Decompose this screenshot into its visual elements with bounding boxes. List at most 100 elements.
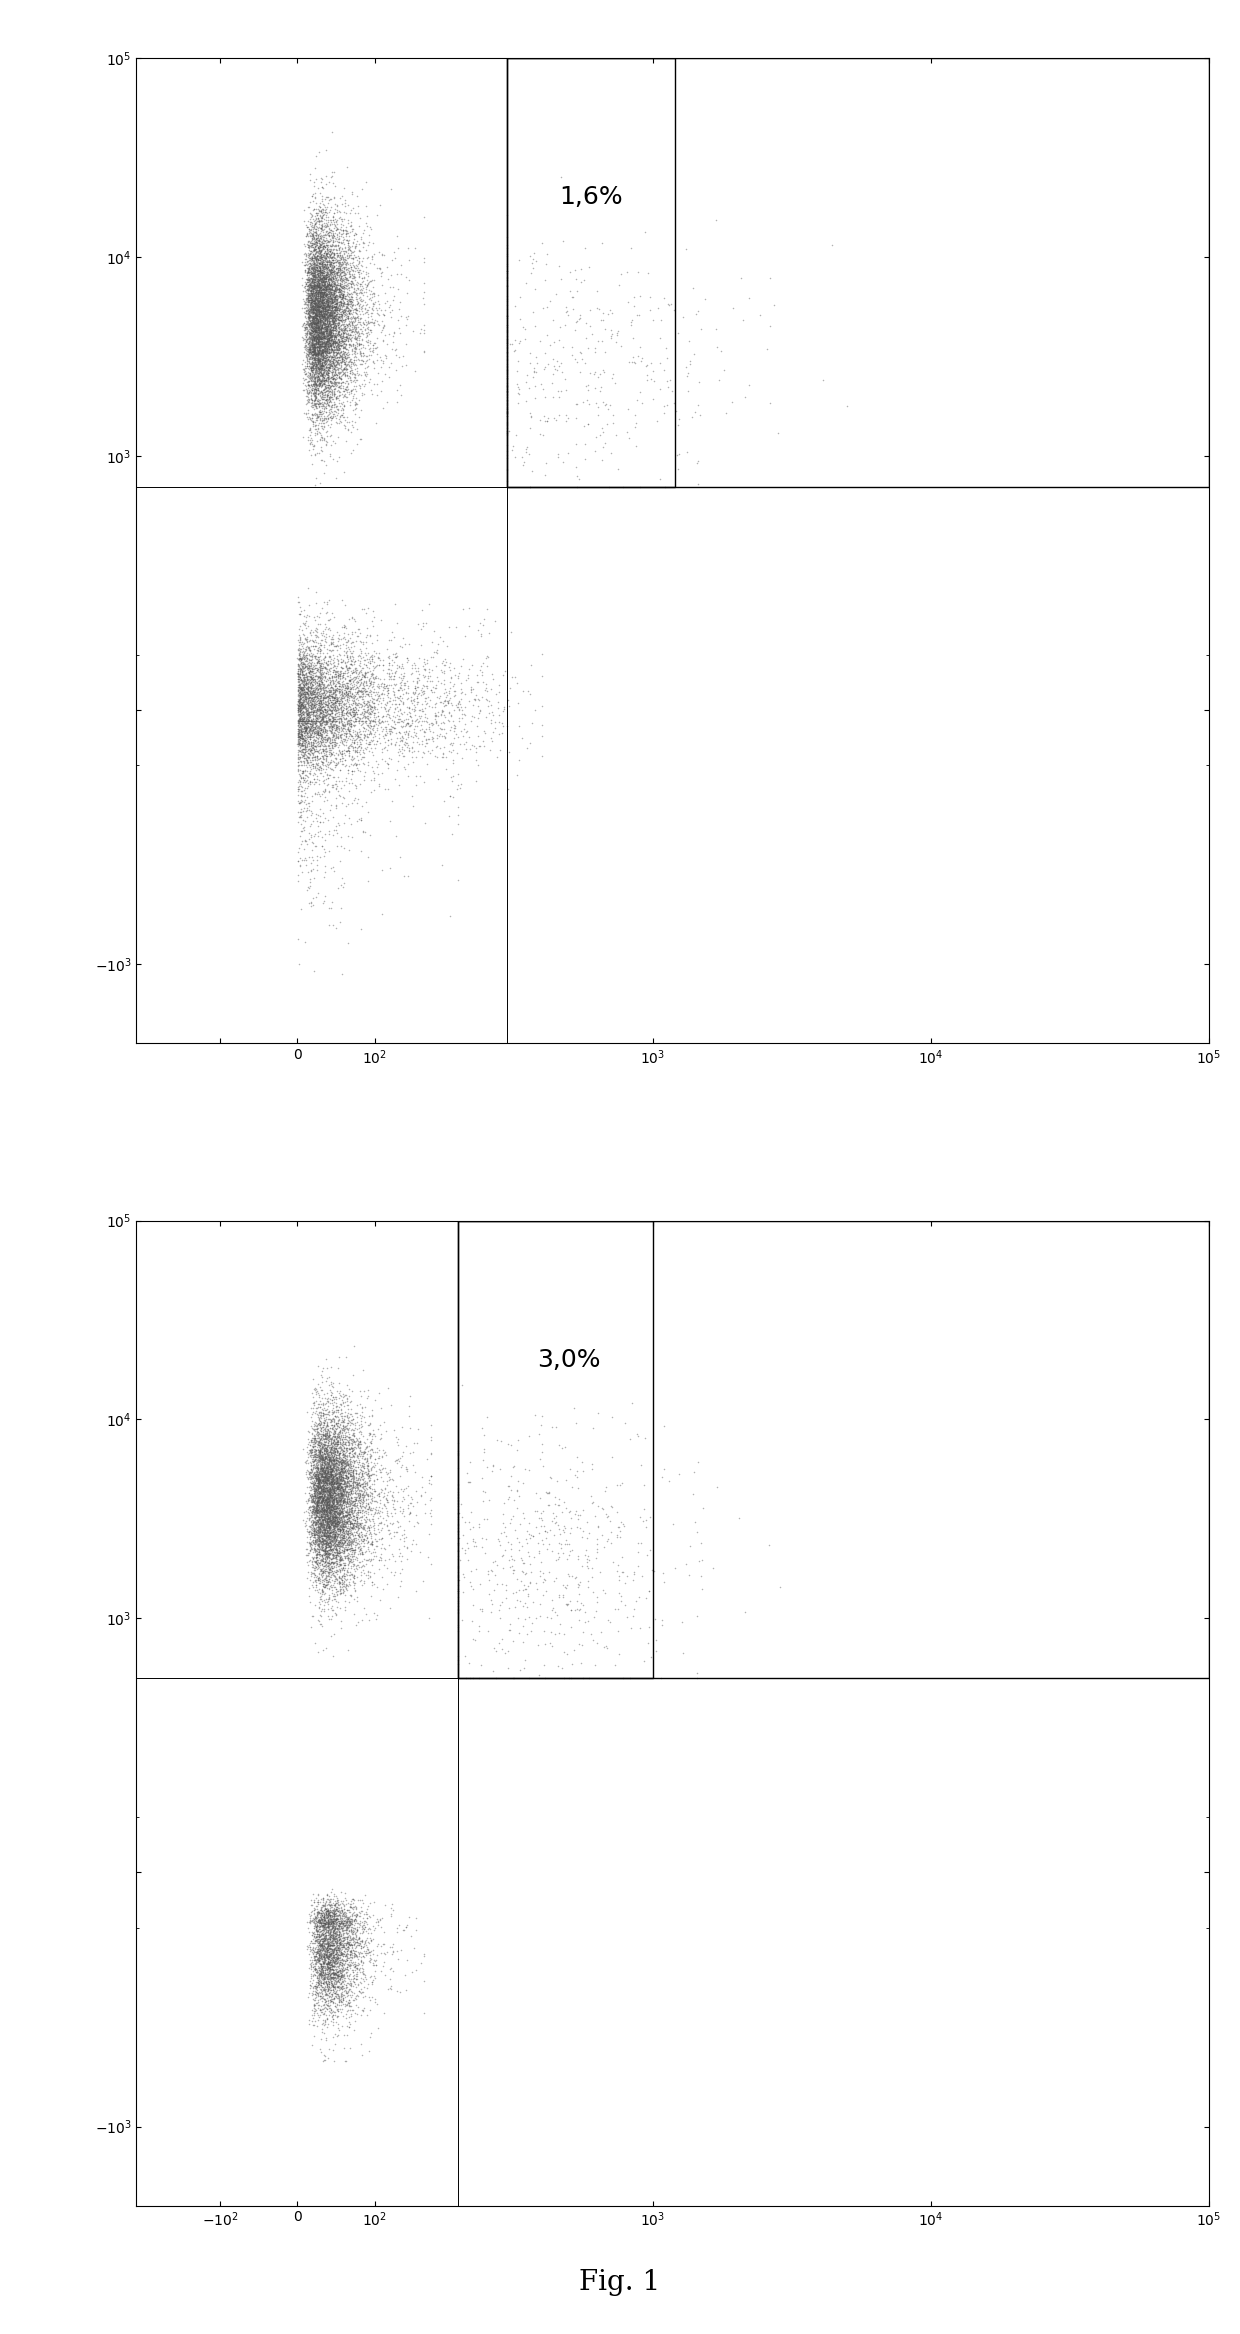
Point [325, 376, 345, 413]
Point [330, 1961, 350, 1998]
Point [311, 1970, 331, 2007]
Point [306, 264, 326, 301]
Point [314, 1905, 334, 1942]
Point [294, 703, 314, 740]
Point [303, 275, 322, 313]
Point [317, 1433, 337, 1470]
Point [308, 1491, 327, 1529]
Point [327, 287, 347, 324]
Point [309, 308, 329, 345]
Point [336, 1902, 356, 1940]
Point [311, 1916, 331, 1954]
Point [303, 635, 322, 672]
Point [322, 324, 342, 362]
Point [320, 287, 340, 324]
Point [320, 1503, 340, 1540]
Point [316, 280, 336, 317]
Point [341, 364, 361, 401]
Point [335, 1512, 355, 1550]
Point [325, 689, 345, 726]
Point [289, 595, 309, 633]
Point [304, 282, 324, 320]
Point [386, 679, 405, 717]
Point [310, 271, 330, 308]
Point [310, 658, 330, 696]
Point [334, 1491, 353, 1529]
Point [316, 1902, 336, 1940]
Point [290, 712, 310, 749]
Point [309, 1561, 329, 1599]
Point [337, 1552, 357, 1589]
Point [311, 2033, 331, 2070]
Point [343, 628, 363, 665]
Point [366, 1494, 386, 1531]
Point [298, 640, 317, 677]
Point [308, 1963, 327, 2000]
Point [351, 721, 371, 759]
Point [308, 689, 327, 726]
Point [361, 1958, 381, 1996]
Point [305, 345, 325, 383]
Point [316, 726, 336, 763]
Point [316, 1487, 336, 1524]
Point [311, 1900, 331, 1937]
Point [308, 320, 327, 357]
Point [352, 591, 372, 628]
Point [301, 280, 321, 317]
Point [320, 1463, 340, 1501]
Point [443, 724, 463, 761]
Point [308, 658, 327, 696]
Point [332, 1510, 352, 1547]
Point [351, 665, 371, 703]
Point [372, 292, 392, 329]
Point [296, 691, 316, 728]
Point [315, 222, 335, 259]
Point [317, 1473, 337, 1510]
Point [379, 315, 399, 352]
Point [319, 1477, 339, 1515]
Point [324, 1517, 343, 1554]
Point [316, 1421, 336, 1459]
Point [298, 658, 317, 696]
Point [312, 1473, 332, 1510]
Point [331, 1914, 351, 1951]
Point [321, 1445, 341, 1482]
Point [343, 654, 363, 691]
Point [322, 731, 342, 768]
Point [329, 247, 348, 285]
Point [325, 728, 345, 766]
Point [296, 665, 316, 703]
Point [303, 217, 322, 254]
Point [516, 264, 536, 301]
Point [347, 1937, 367, 1975]
Point [334, 1522, 353, 1559]
Point [326, 280, 346, 317]
Point [365, 1594, 384, 1631]
Point [308, 343, 327, 380]
Point [319, 1477, 339, 1515]
Point [401, 717, 420, 754]
Point [345, 1909, 365, 1947]
Point [325, 1886, 345, 1923]
Point [340, 292, 360, 329]
Point [324, 1431, 343, 1468]
Point [301, 254, 321, 292]
Point [316, 1930, 336, 1968]
Point [320, 271, 340, 308]
Point [329, 1930, 348, 1968]
Point [319, 275, 339, 313]
Point [299, 1914, 319, 1951]
Point [342, 1501, 362, 1538]
Point [310, 343, 330, 380]
Point [304, 1482, 324, 1519]
Point [336, 408, 356, 446]
Point [324, 1545, 343, 1582]
Point [322, 1965, 342, 2003]
Point [320, 1477, 340, 1515]
Point [341, 1972, 361, 2010]
Point [325, 1512, 345, 1550]
Point [326, 231, 346, 268]
Point [346, 770, 366, 808]
Point [289, 640, 309, 677]
Point [299, 1498, 319, 1536]
